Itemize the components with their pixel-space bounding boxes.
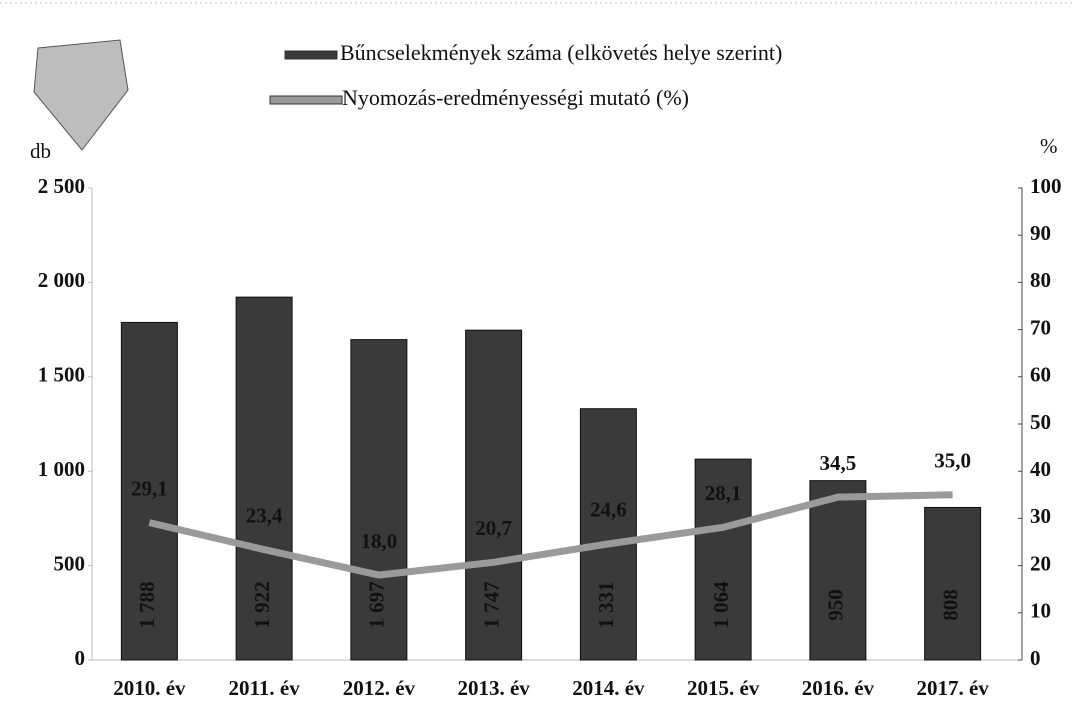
line-value-label: 28,1	[705, 481, 742, 505]
bar-value-label: 1 788	[135, 581, 159, 628]
x-tick-label: 2014. év	[572, 676, 645, 700]
bar	[235, 296, 293, 661]
legend-label: Nyomozás-eredményességi mutató (%)	[342, 85, 689, 110]
y2-tick-label: 60	[1030, 363, 1051, 387]
legend-swatch	[284, 50, 338, 60]
y2-tick-label: 30	[1030, 504, 1051, 528]
x-tick-label: 2015. év	[687, 676, 760, 700]
y2-tick-label: 20	[1030, 551, 1051, 575]
bar-value-label: 1 331	[594, 581, 618, 628]
y2-tick-label: 70	[1030, 315, 1051, 339]
y-tick-label: 0	[75, 646, 86, 670]
y2-tick-label: 90	[1030, 221, 1051, 245]
y-tick-label: 2 500	[38, 174, 85, 198]
y2-tick-label: 50	[1030, 410, 1051, 434]
x-tick-label: 2013. év	[457, 676, 530, 700]
line-value-label: 29,1	[131, 476, 168, 500]
bar-value-label: 1 064	[709, 581, 733, 629]
bar-value-label: 1 697	[365, 581, 389, 628]
y2-axis-label: %	[1040, 134, 1058, 158]
bar	[579, 408, 637, 661]
y2-tick-label: 80	[1030, 268, 1051, 292]
x-tick-label: 2012. év	[343, 676, 416, 700]
bar-value-label: 1 922	[250, 581, 274, 628]
bar-value-label: 808	[938, 589, 962, 621]
line	[148, 491, 953, 579]
y-tick-label: 500	[54, 551, 86, 575]
x-tick-label: 2011. év	[229, 676, 301, 700]
x-tick-label: 2016. év	[802, 676, 875, 700]
line-value-label: 34,5	[820, 451, 857, 475]
line-value-label: 18,0	[361, 529, 398, 553]
bar	[120, 321, 178, 661]
bar	[924, 506, 982, 661]
y2-tick-label: 10	[1030, 599, 1051, 623]
y2-tick-label: 100	[1030, 174, 1062, 198]
line-value-label: 24,6	[590, 498, 627, 522]
bar-value-label: 1 747	[479, 581, 503, 628]
y-axis-label: db	[30, 139, 51, 163]
x-tick-label: 2010. év	[113, 676, 186, 700]
legend-swatch	[269, 95, 343, 105]
y-tick-label: 2 000	[38, 268, 85, 292]
y-tick-label: 1 000	[38, 457, 85, 481]
bar	[465, 329, 523, 661]
bar	[694, 458, 752, 661]
y2-tick-label: 40	[1030, 457, 1051, 481]
legend-label: Bűncselekmények száma (elkövetés helye s…	[340, 40, 782, 65]
line-value-label: 23,4	[246, 503, 283, 527]
line-value-label: 35,0	[934, 449, 971, 473]
logo	[33, 39, 129, 151]
y2-tick-label: 0	[1030, 646, 1041, 670]
bar	[350, 339, 408, 661]
bar	[809, 480, 867, 661]
x-tick-label: 2017. év	[916, 676, 989, 700]
y-tick-label: 1 500	[38, 363, 85, 387]
line-value-label: 20,7	[475, 516, 512, 540]
bar-value-label: 950	[824, 589, 848, 621]
